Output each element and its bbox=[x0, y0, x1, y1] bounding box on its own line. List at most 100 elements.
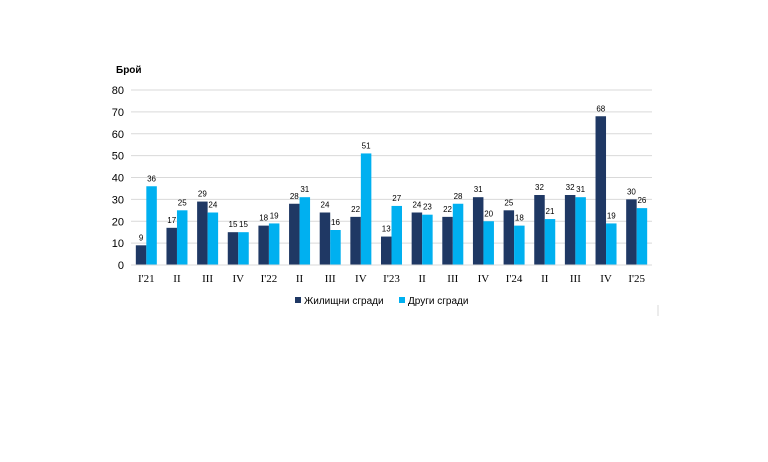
bar-residential bbox=[626, 199, 637, 265]
bar-residential bbox=[411, 212, 423, 265]
data-label: 31 bbox=[576, 185, 585, 194]
legend: Жилищни сгради Други сгради bbox=[295, 296, 468, 307]
data-label: 23 bbox=[423, 203, 432, 212]
y-tick-label: 40 bbox=[112, 173, 124, 185]
bar-other bbox=[544, 219, 556, 265]
bar-residential bbox=[289, 203, 300, 265]
legend-label-residential: Жилищни сгради bbox=[304, 296, 384, 307]
bar-other bbox=[330, 230, 341, 265]
x-tick-label: III bbox=[202, 273, 213, 285]
bar-residential bbox=[227, 232, 239, 265]
data-label: 25 bbox=[504, 198, 513, 207]
x-tick-label: III bbox=[570, 273, 581, 285]
data-label: 9 bbox=[139, 233, 144, 242]
bar-other bbox=[606, 223, 617, 265]
x-tick-label: III bbox=[447, 273, 458, 285]
data-label: 51 bbox=[362, 141, 371, 150]
bar-other bbox=[146, 186, 157, 265]
y-tick-label: 0 bbox=[118, 260, 124, 272]
data-label: 13 bbox=[382, 225, 391, 234]
data-label: 30 bbox=[627, 187, 636, 196]
x-tick-label: II bbox=[173, 273, 181, 285]
x-tick-label: III bbox=[325, 273, 336, 285]
data-label: 15 bbox=[239, 220, 248, 229]
data-label: 68 bbox=[596, 104, 605, 113]
data-label: 18 bbox=[515, 214, 524, 223]
data-label: 24 bbox=[412, 201, 421, 210]
legend-swatch-residential bbox=[295, 297, 301, 303]
x-tick-label: IV bbox=[355, 273, 367, 285]
bar-residential bbox=[258, 225, 269, 265]
legend-label-other: Други сгради bbox=[408, 296, 468, 307]
y-axis-label: Брой bbox=[116, 65, 142, 76]
bar-other bbox=[636, 208, 648, 265]
bars bbox=[135, 116, 648, 265]
bar-residential bbox=[350, 216, 361, 265]
bar-residential bbox=[166, 227, 177, 265]
data-label: 21 bbox=[546, 207, 555, 216]
y-tick-label: 30 bbox=[112, 194, 124, 206]
data-label: 26 bbox=[637, 196, 646, 205]
data-label: 32 bbox=[566, 183, 575, 192]
bar-residential bbox=[564, 195, 576, 265]
data-label: 16 bbox=[331, 218, 340, 227]
data-label: 28 bbox=[454, 192, 463, 201]
x-axis-ticks: I'21 II III IV I'22 II III IV I'23 II III IV I'24 II I… bbox=[138, 273, 645, 285]
bar-residential bbox=[503, 210, 515, 265]
y-tick-label: 20 bbox=[112, 216, 124, 228]
bar-residential bbox=[472, 197, 484, 265]
data-label: 31 bbox=[474, 185, 483, 194]
y-tick-label: 60 bbox=[112, 129, 124, 141]
bar-other bbox=[268, 223, 280, 265]
x-tick-label: II bbox=[418, 273, 426, 285]
data-label: 24 bbox=[208, 201, 217, 210]
y-tick-label: 10 bbox=[112, 238, 124, 250]
data-label: 22 bbox=[351, 205, 360, 214]
bar-other bbox=[483, 221, 494, 265]
data-label: 22 bbox=[443, 205, 452, 214]
bar-residential bbox=[442, 216, 453, 265]
bar-other bbox=[452, 203, 464, 265]
bar-other bbox=[299, 197, 311, 265]
y-tick-label: 80 bbox=[112, 85, 124, 97]
bar-other bbox=[514, 225, 525, 265]
bar-other bbox=[238, 232, 249, 265]
data-label: 24 bbox=[321, 201, 330, 210]
bar-other bbox=[575, 197, 586, 265]
bar-other bbox=[176, 210, 188, 265]
data-label: 18 bbox=[259, 214, 268, 223]
data-label: 19 bbox=[270, 211, 279, 220]
y-axis-ticks: 0 10 20 30 40 50 60 70 80 bbox=[112, 85, 124, 272]
bar-residential bbox=[197, 201, 208, 265]
legend-swatch-other bbox=[399, 297, 405, 303]
bar-residential bbox=[319, 212, 331, 265]
data-label: 15 bbox=[229, 220, 238, 229]
x-tick-label: I'24 bbox=[506, 273, 523, 285]
y-tick-label: 70 bbox=[112, 107, 124, 119]
bar-other bbox=[422, 214, 433, 265]
data-label: 17 bbox=[167, 216, 176, 225]
x-tick-label: I'22 bbox=[261, 273, 278, 285]
data-label: 36 bbox=[147, 174, 156, 183]
data-label: 29 bbox=[198, 190, 207, 199]
data-label: 31 bbox=[300, 185, 309, 194]
x-tick-label: IV bbox=[478, 273, 490, 285]
data-label: 25 bbox=[178, 198, 187, 207]
x-tick-label: IV bbox=[232, 273, 244, 285]
x-tick-label: I'23 bbox=[383, 273, 400, 285]
data-label: 32 bbox=[535, 183, 544, 192]
bar-residential bbox=[595, 116, 607, 265]
data-label: 19 bbox=[607, 211, 616, 220]
bar-other bbox=[207, 212, 219, 265]
x-tick-label: II bbox=[296, 273, 304, 285]
y-tick-label: 50 bbox=[112, 151, 124, 163]
bar-residential bbox=[534, 195, 545, 265]
bar-residential bbox=[135, 245, 147, 265]
x-tick-label: I'25 bbox=[628, 273, 645, 285]
x-tick-label: II bbox=[541, 273, 549, 285]
data-label: 27 bbox=[392, 194, 401, 203]
x-tick-label: I'21 bbox=[138, 273, 155, 285]
data-label: 20 bbox=[484, 209, 493, 218]
